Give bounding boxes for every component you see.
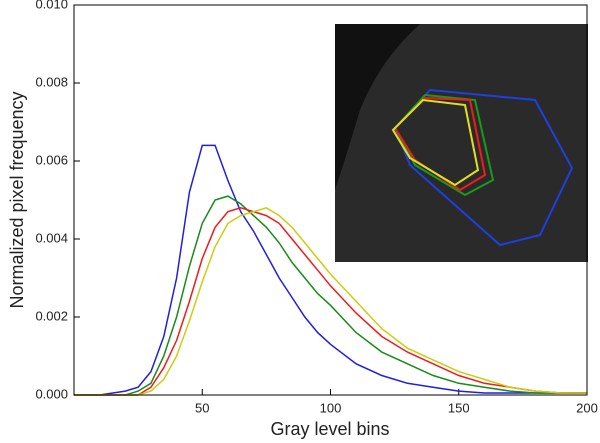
y-axis-label: Normalized pixel frequency bbox=[7, 91, 27, 308]
x-tick-label: 50 bbox=[195, 400, 209, 415]
y-tick-label: 0.006 bbox=[35, 152, 68, 167]
y-tick-label: 0.004 bbox=[35, 230, 68, 245]
line-series bbox=[74, 195, 587, 396]
y-tick-label: 0.008 bbox=[35, 74, 68, 89]
y-tick-label: 0.000 bbox=[35, 386, 68, 401]
x-tick-label: 200 bbox=[576, 400, 598, 415]
line-series bbox=[74, 206, 587, 396]
line-series bbox=[74, 207, 587, 396]
inset-outline bbox=[393, 93, 495, 197]
inset-image bbox=[335, 24, 588, 262]
x-tick-label: 150 bbox=[448, 400, 470, 415]
inset-outline bbox=[393, 88, 574, 247]
line-series bbox=[74, 144, 587, 396]
x-tick-label: 100 bbox=[320, 400, 342, 415]
plot-frame bbox=[73, 4, 588, 396]
inset-outline bbox=[391, 98, 480, 187]
y-tick-label: 0.002 bbox=[35, 308, 68, 323]
y-tick-label: 0.010 bbox=[35, 0, 68, 11]
inset-dark-region bbox=[335, 24, 420, 190]
x-axis-label: Gray level bins bbox=[270, 419, 389, 439]
